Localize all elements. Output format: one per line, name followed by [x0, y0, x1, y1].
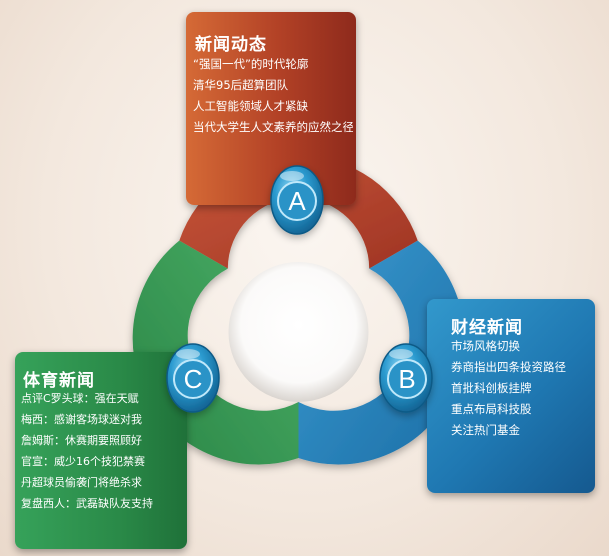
card-item[interactable]: 官宣：威少16个技犯禁赛: [21, 455, 145, 468]
badge-b[interactable]: B: [379, 343, 433, 413]
card-item[interactable]: 关注热门基金: [451, 423, 520, 437]
card-items-b: 市场风格切换 券商指出四条投资路径 首批科创板挂牌 重点布局科技股 关注热门基金: [451, 336, 591, 441]
card-item[interactable]: 清华95后超算团队: [193, 78, 289, 92]
card-item[interactable]: 市场风格切换: [451, 339, 520, 353]
card-item[interactable]: 复盘西人：武磊缺队友支持: [21, 497, 153, 510]
card-items-c: 点评C罗头球：强在天赋 梅西：感谢客场球迷对我 詹姆斯：休赛期要照顾好 官宣：威…: [21, 388, 163, 514]
card-item[interactable]: 詹姆斯：休赛期要照顾好: [21, 434, 142, 447]
card-title-a: 新闻动态: [195, 35, 267, 55]
card-item[interactable]: 梅西：感谢客场球迷对我: [21, 413, 142, 426]
card-item[interactable]: 当代大学生人文素养的应然之径: [193, 120, 353, 134]
card-item[interactable]: 重点布局科技股: [451, 402, 532, 416]
badge-letter-c: C: [184, 364, 203, 394]
card-item[interactable]: “强国一代”的时代轮廓: [193, 57, 309, 71]
badge-a[interactable]: A: [270, 165, 324, 235]
card-items-a: “强国一代”的时代轮廓 清华95后超算团队 人工智能领域人才紧缺 当代大学生人文…: [193, 54, 353, 138]
card-item[interactable]: 人工智能领域人才紧缺: [193, 99, 308, 113]
badge-letter-a: A: [288, 186, 306, 216]
ring-segment-b: [298, 240, 465, 465]
news-card-a: 新闻动态 “强国一代”的时代轮廓 清华95后超算团队 人工智能领域人才紧缺 当代…: [186, 12, 356, 205]
card-item[interactable]: 券商指出四条投资路径: [451, 360, 566, 374]
card-item[interactable]: 点评C罗头球：强在天赋: [21, 392, 139, 405]
card-item[interactable]: 首批科创板挂牌: [451, 381, 532, 395]
card-title-c: 体育新闻: [23, 371, 95, 391]
card-title-b: 财经新闻: [451, 318, 523, 338]
badge-c[interactable]: C: [166, 343, 220, 413]
ring-center: [228, 262, 369, 402]
badge-letter-b: B: [398, 364, 415, 394]
news-card-c: 体育新闻 点评C罗头球：强在天赋 梅西：感谢客场球迷对我 詹姆斯：休赛期要照顾好…: [15, 352, 187, 549]
card-item[interactable]: 丹超球员偷袭门将绝杀求: [21, 476, 142, 489]
news-card-b: 财经新闻 市场风格切换 券商指出四条投资路径 首批科创板挂牌 重点布局科技股 关…: [427, 299, 595, 493]
